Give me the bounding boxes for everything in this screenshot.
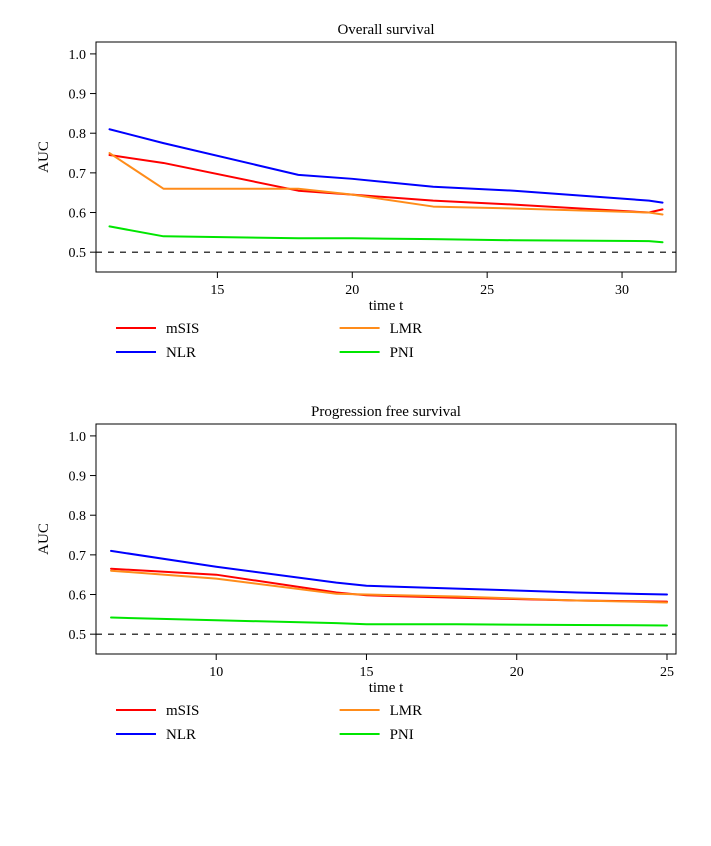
x-tick-label: 20: [345, 283, 359, 298]
y-tick-label: 0.8: [68, 509, 86, 524]
legend-label-nlr: NLR: [166, 727, 196, 743]
series-line-msis: [109, 155, 662, 213]
x-tick-label: 25: [659, 665, 673, 680]
x-tick-label: 25: [480, 283, 494, 298]
legend-label-pni: PNI: [389, 727, 413, 743]
legend-label-lmr: LMR: [389, 703, 422, 719]
y-tick-label: 0.5: [68, 628, 86, 643]
series-line-pni: [111, 618, 667, 626]
x-axis-label: time t: [368, 680, 403, 696]
y-tick-label: 1.0: [68, 430, 86, 445]
series-line-lmr: [109, 153, 662, 214]
y-tick-label: 0.6: [68, 589, 86, 604]
legend-label-pni: PNI: [389, 345, 413, 361]
y-tick-label: 1.0: [68, 48, 86, 63]
panel-title: Overall survival: [337, 22, 434, 38]
y-tick-label: 0.5: [68, 246, 86, 261]
chart-root: Overall survival 0.5 0.6 0.7 0.8 0.9 1.0 15 20 25…: [21, 20, 691, 784]
series-line-nlr: [109, 129, 662, 202]
y-tick-label: 0.9: [68, 470, 86, 485]
x-tick-label: 30: [615, 283, 629, 298]
legend-label-lmr: LMR: [389, 321, 422, 337]
legend-label-msis: mSIS: [166, 321, 199, 337]
y-tick-label: 0.6: [68, 207, 86, 222]
x-tick-label: 15: [210, 283, 224, 298]
series-line-pni: [109, 226, 662, 242]
y-axis-label: AUC: [36, 141, 52, 173]
panel-title: Progression free survival: [311, 404, 461, 420]
legend-label-nlr: NLR: [166, 345, 196, 361]
figure-container: Overall survival 0.5 0.6 0.7 0.8 0.9 1.0 15 20 25…: [21, 20, 691, 784]
y-tick-label: 0.9: [68, 88, 86, 103]
figure-svg: Overall survival 0.5 0.6 0.7 0.8 0.9 1.0 15 20 25…: [21, 20, 691, 784]
x-tick-label: 20: [509, 665, 523, 680]
legend-label-msis: mSIS: [166, 703, 199, 719]
x-tick-label: 15: [359, 665, 373, 680]
y-tick-label: 0.8: [68, 127, 86, 142]
series-line-msis: [111, 569, 667, 602]
y-tick-label: 0.7: [68, 167, 86, 182]
x-axis-label: time t: [368, 298, 403, 314]
y-axis-label: AUC: [36, 523, 52, 555]
x-tick-label: 10: [209, 665, 223, 680]
y-tick-label: 0.7: [68, 549, 86, 564]
